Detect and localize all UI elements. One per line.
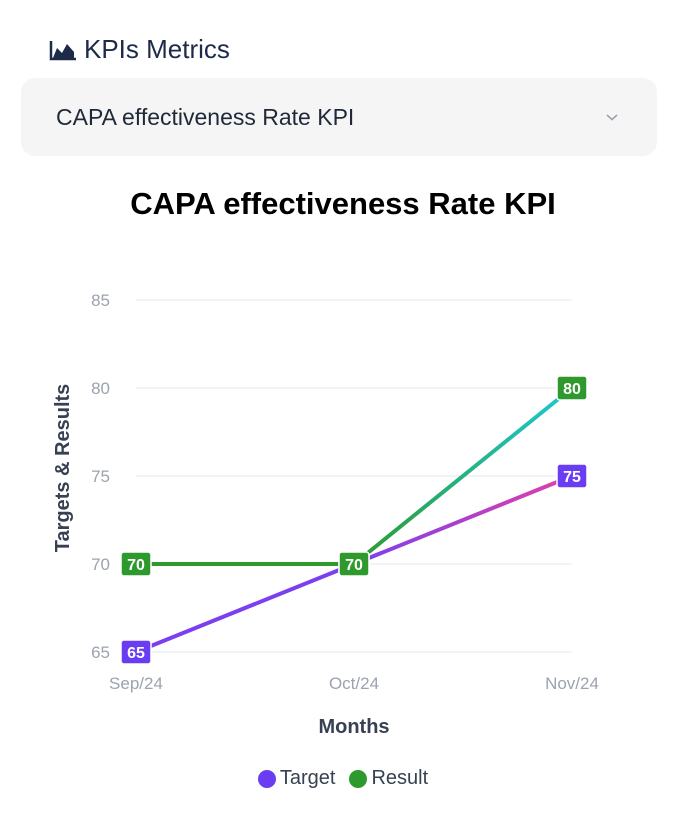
x-tick-label: Oct/24 [329,674,379,693]
data-label-target: 75 [563,469,581,486]
page-title: KPIs Metrics [84,34,230,64]
legend-label-target: Target [279,767,336,789]
area-chart-icon [48,38,78,62]
chart-title: CAPA effectiveness Rate KPI [130,186,556,221]
legend-marker-target [257,769,276,788]
y-tick-label: 70 [91,555,110,574]
legend-label-result: Result [371,767,429,789]
data-label-result: 70 [127,557,145,574]
x-axis-label: Months [318,716,389,738]
kpi-select-value: CAPA effectiveness Rate KPI [56,103,355,130]
y-axis-label: Targets & Results [52,384,74,553]
kpi-select[interactable]: CAPA effectiveness Rate KPI [21,78,657,156]
data-label-result: 70 [345,557,363,574]
chevron-down-icon [605,112,619,122]
legend-item-result[interactable]: Result [349,767,428,790]
line-chart: 65 70 75 80 85 Sep/24 Oct/24 Nov/24 Months Target… [52,291,599,738]
legend-marker-result [349,769,368,788]
data-label-target: 65 [127,645,145,662]
data-label-badge-result [338,551,370,577]
x-tick-label: Sep/24 [109,674,163,693]
y-tick-label: 65 [91,643,110,662]
y-tick-label: 75 [91,467,110,486]
data-label-badge-result [556,375,588,401]
data-label-badge-target [556,463,588,489]
data-label-result: 80 [563,381,581,398]
page-header: KPIs Metrics [48,34,230,65]
y-tick-label: 85 [91,291,110,310]
data-label-badge-target [120,639,152,665]
data-label-badge-result [120,551,152,577]
y-tick-label: 80 [91,379,110,398]
chart-legend: Target Result [0,767,686,790]
x-tick-label: Nov/24 [545,674,599,693]
legend-item-target[interactable]: Target [257,767,336,790]
